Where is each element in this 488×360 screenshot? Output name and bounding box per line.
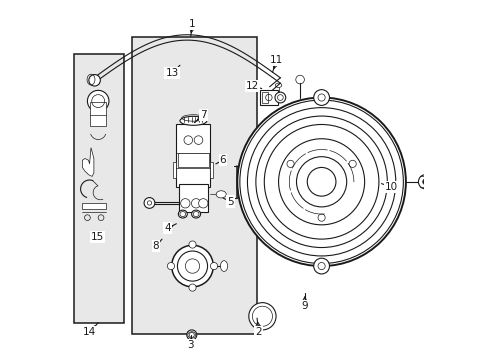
Circle shape [210, 262, 217, 270]
Circle shape [87, 90, 109, 112]
Circle shape [248, 303, 276, 330]
Circle shape [418, 175, 432, 189]
Text: 8: 8 [152, 241, 159, 251]
Ellipse shape [191, 210, 200, 218]
Bar [173, 162, 176, 178]
Text: 2: 2 [255, 327, 262, 337]
Circle shape [237, 98, 405, 266]
Bar [179, 184, 207, 212]
Bar [74, 54, 124, 323]
Bar [131, 37, 257, 334]
Text: 7: 7 [200, 111, 206, 121]
Bar [178, 153, 208, 167]
Ellipse shape [216, 191, 226, 198]
Circle shape [188, 284, 196, 291]
Circle shape [422, 179, 427, 185]
Circle shape [171, 245, 213, 287]
Text: 4: 4 [164, 224, 170, 233]
Circle shape [191, 199, 201, 208]
Circle shape [186, 330, 196, 340]
Bar [210, 162, 213, 178]
Circle shape [313, 258, 329, 274]
Bar [261, 93, 267, 103]
Ellipse shape [178, 210, 187, 218]
Circle shape [89, 75, 100, 86]
Text: 9: 9 [301, 301, 307, 311]
Bar [90, 102, 106, 126]
Text: 13: 13 [165, 68, 178, 78]
Circle shape [144, 198, 155, 208]
Text: 1: 1 [189, 19, 195, 29]
Text: 3: 3 [187, 340, 194, 350]
Text: 14: 14 [83, 327, 96, 337]
Text: 10: 10 [384, 182, 397, 192]
Ellipse shape [180, 116, 206, 125]
Text: 15: 15 [91, 232, 104, 242]
Circle shape [278, 139, 364, 225]
Ellipse shape [220, 261, 227, 271]
Text: 12: 12 [245, 81, 259, 91]
Bar [82, 203, 105, 210]
Text: 11: 11 [269, 55, 283, 65]
Circle shape [313, 90, 329, 105]
Bar [259, 90, 278, 105]
Circle shape [274, 92, 285, 103]
Circle shape [296, 157, 346, 207]
Circle shape [180, 199, 190, 208]
Circle shape [167, 262, 174, 270]
Circle shape [188, 241, 196, 248]
Text: 6: 6 [219, 155, 226, 165]
Text: 5: 5 [226, 197, 233, 207]
Bar [176, 125, 210, 187]
Circle shape [198, 199, 207, 208]
Polygon shape [82, 148, 94, 176]
